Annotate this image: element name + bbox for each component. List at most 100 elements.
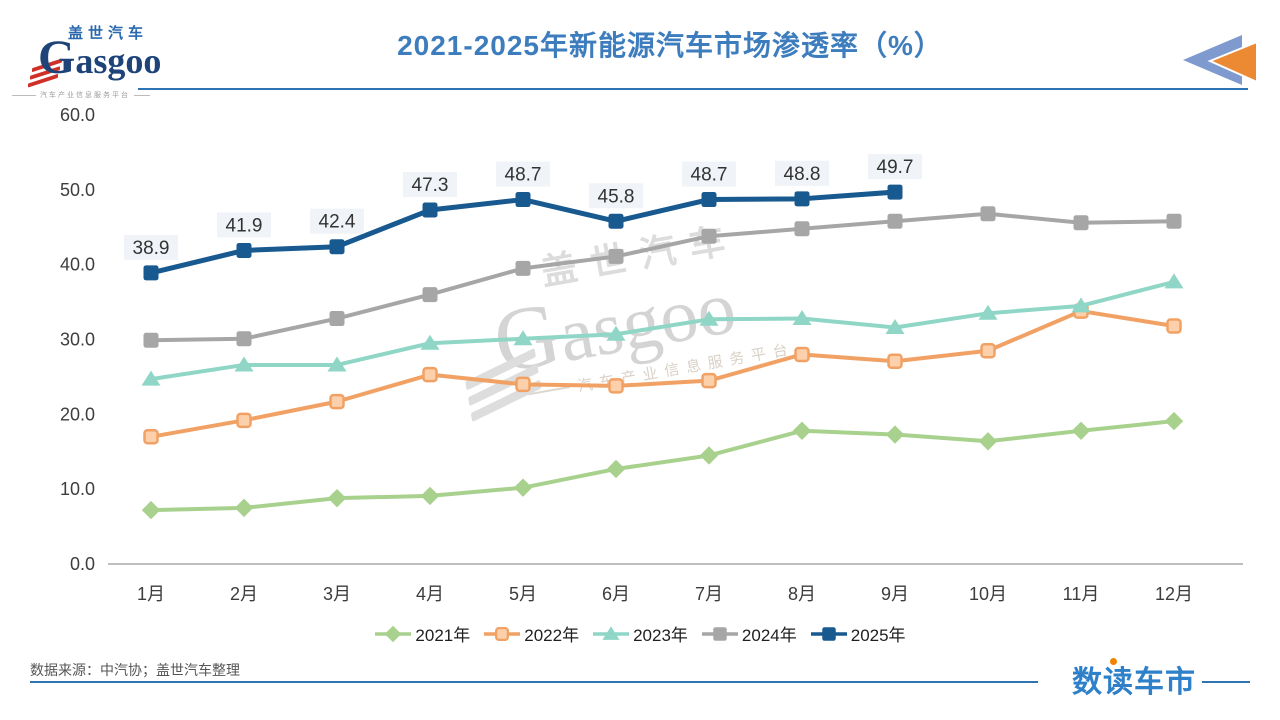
data-label: 47.3	[412, 175, 449, 196]
data-point	[420, 334, 440, 350]
data-point	[1071, 421, 1091, 440]
data-point	[422, 366, 438, 383]
series-line-2024年	[149, 211, 1176, 343]
legend-item-2022年: 2022年	[483, 621, 579, 646]
data-label-bg	[217, 212, 271, 238]
x-tick-label: 11月	[1063, 584, 1100, 604]
data-point	[143, 332, 159, 348]
data-point	[327, 488, 347, 508]
data-label-bg	[403, 172, 457, 198]
x-tick-label: 5月	[509, 584, 537, 604]
data-point	[236, 412, 252, 429]
data-point	[1073, 215, 1089, 231]
data-label-bg	[589, 183, 643, 209]
legend-item-2023年: 2023年	[592, 621, 688, 646]
data-point	[513, 330, 533, 346]
data-point	[608, 378, 624, 394]
data-label: 42.4	[319, 212, 356, 233]
data-point	[141, 370, 161, 386]
x-tick-label: 8月	[788, 584, 816, 604]
data-point	[1166, 318, 1182, 334]
data-point	[701, 228, 717, 244]
data-point	[885, 319, 905, 335]
x-tick-label: 10月	[969, 584, 1007, 604]
data-label-bg	[868, 154, 922, 180]
data-point	[792, 310, 812, 326]
gasgoo-logo-wordmark: Gasgoo	[38, 31, 162, 84]
data-label: 45.8	[598, 186, 635, 207]
data-point	[385, 625, 402, 642]
data-point	[887, 184, 903, 200]
data-point	[980, 206, 996, 222]
gasgoo-logo: 盖世汽车 Gasgoo 汽车产业信息服务平台	[10, 8, 162, 99]
legend-marker-icon	[701, 626, 738, 641]
data-point	[821, 626, 836, 641]
legend-marker-icon	[375, 625, 412, 642]
legend-item-2024年: 2024年	[701, 621, 797, 646]
data-point	[887, 353, 903, 369]
data-point	[978, 304, 998, 320]
data-point	[234, 498, 254, 518]
data-point	[1164, 273, 1184, 289]
series-line-2021年	[149, 419, 1176, 513]
data-point	[794, 191, 810, 207]
data-point	[608, 248, 624, 264]
data-point	[329, 311, 345, 327]
y-tick-label: 20.0	[60, 404, 95, 424]
legend-label: 2024年	[741, 626, 797, 645]
data-source-note: 数据来源：中汽协；盖世汽车整理	[30, 662, 240, 678]
data-point	[713, 626, 727, 641]
y-tick-label: 60.0	[60, 105, 95, 125]
y-tick-label: 30.0	[60, 330, 95, 350]
data-point	[794, 346, 810, 363]
data-point	[515, 260, 531, 276]
data-point	[236, 242, 252, 258]
gasgoo-logo-tagline: 汽车产业信息服务平台	[12, 90, 150, 100]
x-tick-label: 12月	[1155, 584, 1193, 604]
legend-label: 2023年	[633, 626, 688, 645]
data-point	[329, 393, 345, 410]
double-triangle-icon	[1183, 35, 1258, 85]
x-tick-label: 3月	[323, 584, 351, 604]
data-label-bg	[124, 234, 178, 260]
x-tick-label: 9月	[881, 584, 909, 604]
data-label-bg	[775, 160, 829, 186]
data-point	[327, 356, 347, 372]
data-label-bg	[682, 161, 736, 187]
data-label: 49.7	[877, 157, 914, 178]
footer-divider-left	[30, 681, 1038, 683]
data-label: 48.7	[505, 165, 542, 186]
data-point	[495, 626, 510, 641]
legend-marker-icon	[484, 626, 521, 641]
legend-label: 2022年	[524, 626, 580, 645]
data-point	[606, 459, 626, 479]
data-point	[420, 486, 440, 506]
data-point	[978, 432, 998, 451]
data-point	[515, 376, 531, 393]
data-point	[143, 265, 159, 281]
data-point	[701, 372, 717, 389]
data-point	[234, 356, 254, 372]
header-divider	[138, 88, 1248, 90]
data-point	[887, 213, 903, 229]
data-point	[794, 221, 810, 237]
data-label-bg	[496, 161, 550, 187]
data-point	[515, 192, 531, 208]
chart-legend: 2021年 2022年 2023年 2024年 2025年	[0, 621, 1280, 646]
data-point	[236, 331, 252, 347]
legend-item-2025年: 2025年	[810, 621, 906, 646]
footer-divider-right	[1187, 681, 1250, 683]
data-point	[608, 213, 624, 229]
data-label: 41.9	[226, 215, 263, 236]
data-point	[606, 325, 626, 341]
series-line-2023年	[149, 279, 1176, 382]
data-point	[141, 500, 161, 520]
shudu-cheshi-logo: 数读车市	[1066, 657, 1202, 701]
data-point	[143, 429, 159, 445]
data-point	[699, 446, 719, 465]
y-tick-label: 40.0	[60, 255, 95, 275]
data-label: 38.9	[133, 238, 170, 259]
data-point	[980, 342, 996, 359]
